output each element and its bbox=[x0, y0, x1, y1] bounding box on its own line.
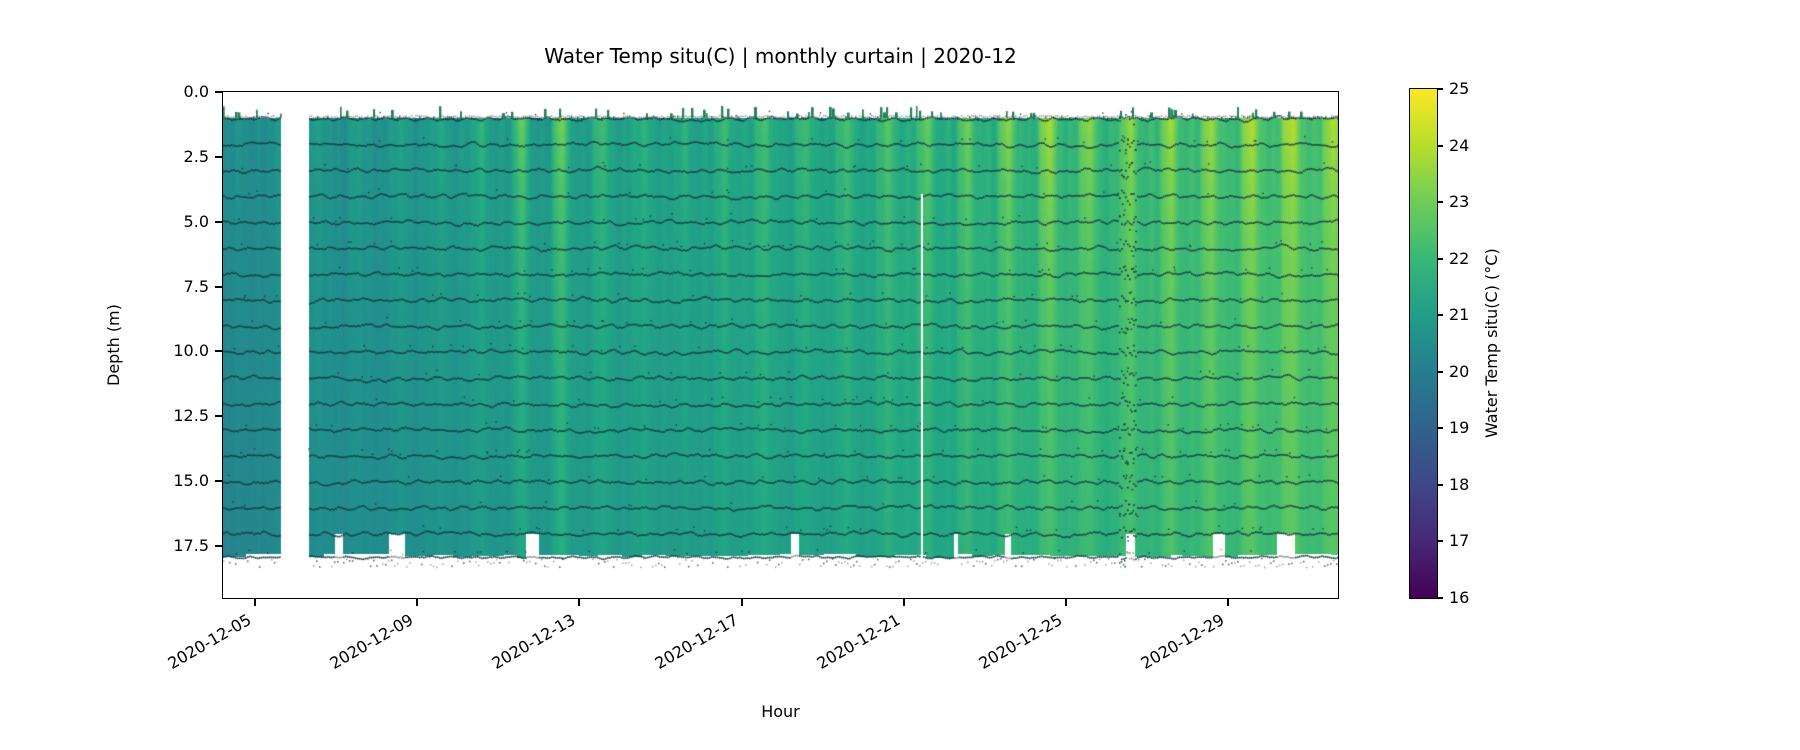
curtain-heatmap-canvas bbox=[222, 91, 1338, 598]
x-tick-label: 2020-12-05 bbox=[164, 610, 255, 673]
x-tick bbox=[578, 598, 581, 606]
y-tick bbox=[215, 415, 223, 418]
y-tick bbox=[215, 285, 223, 288]
y-tick bbox=[215, 155, 223, 158]
y-tick-label: 17.5 bbox=[173, 536, 209, 556]
colorbar-tick bbox=[1437, 370, 1443, 373]
x-tick-label: 2020-12-21 bbox=[813, 610, 904, 673]
x-tick-label: 2020-12-09 bbox=[326, 610, 417, 673]
colorbar bbox=[1408, 87, 1438, 599]
x-tick bbox=[254, 598, 257, 606]
colorbar-tick-label: 17 bbox=[1449, 531, 1470, 551]
x-tick-label: 2020-12-17 bbox=[651, 610, 742, 673]
x-tick bbox=[416, 598, 419, 606]
colorbar-tick-label: 20 bbox=[1449, 361, 1470, 381]
x-tick bbox=[902, 598, 905, 606]
colorbar-tick bbox=[1437, 427, 1443, 430]
y-tick-label: 10.0 bbox=[173, 341, 209, 361]
colorbar-tick-label: 24 bbox=[1449, 135, 1470, 155]
x-tick bbox=[1064, 598, 1067, 606]
x-tick-label: 2020-12-25 bbox=[975, 610, 1066, 673]
colorbar-tick bbox=[1437, 314, 1443, 317]
y-tick-label: 12.5 bbox=[173, 406, 209, 426]
colorbar-tick-label: 19 bbox=[1449, 418, 1470, 438]
x-tick bbox=[1227, 598, 1230, 606]
colorbar-tick-label: 22 bbox=[1449, 248, 1470, 268]
colorbar-tick-label: 25 bbox=[1449, 79, 1470, 98]
x-axis-label: Hour bbox=[761, 702, 800, 721]
x-tick-label: 2020-12-29 bbox=[1137, 610, 1228, 673]
colorbar-tick bbox=[1437, 483, 1443, 486]
y-tick bbox=[215, 545, 223, 548]
colorbar-tick-label: 18 bbox=[1449, 474, 1470, 494]
colorbar-tick bbox=[1437, 201, 1443, 204]
colorbar-tick-label: 16 bbox=[1449, 588, 1470, 607]
y-tick bbox=[215, 220, 223, 223]
colorbar-label: Water Temp situ(C) (°C) bbox=[1482, 248, 1501, 439]
colorbar-tick-label: 21 bbox=[1449, 305, 1470, 325]
y-tick bbox=[215, 350, 223, 353]
colorbar-tick bbox=[1437, 88, 1443, 90]
x-tick bbox=[740, 598, 743, 606]
y-tick-label: 0.0 bbox=[183, 82, 209, 101]
y-tick-label: 15.0 bbox=[173, 471, 209, 491]
y-tick-label: 5.0 bbox=[183, 211, 209, 231]
x-tick-label: 2020-12-13 bbox=[488, 610, 579, 673]
colorbar-tick bbox=[1437, 257, 1443, 260]
colorbar-tick bbox=[1437, 597, 1443, 599]
y-tick-label: 7.5 bbox=[183, 276, 209, 296]
chart-title: Water Temp situ(C) | monthly curtain | 2… bbox=[544, 44, 1017, 68]
colorbar-gradient bbox=[1409, 88, 1437, 598]
y-tick bbox=[215, 480, 223, 483]
plot-area bbox=[221, 90, 1339, 599]
y-tick-label: 2.5 bbox=[183, 146, 209, 166]
colorbar-tick-label: 23 bbox=[1449, 192, 1470, 212]
colorbar-tick bbox=[1437, 144, 1443, 147]
colorbar-tick bbox=[1437, 540, 1443, 543]
y-tick bbox=[215, 91, 223, 93]
y-axis-label: Depth (m) bbox=[104, 304, 123, 386]
